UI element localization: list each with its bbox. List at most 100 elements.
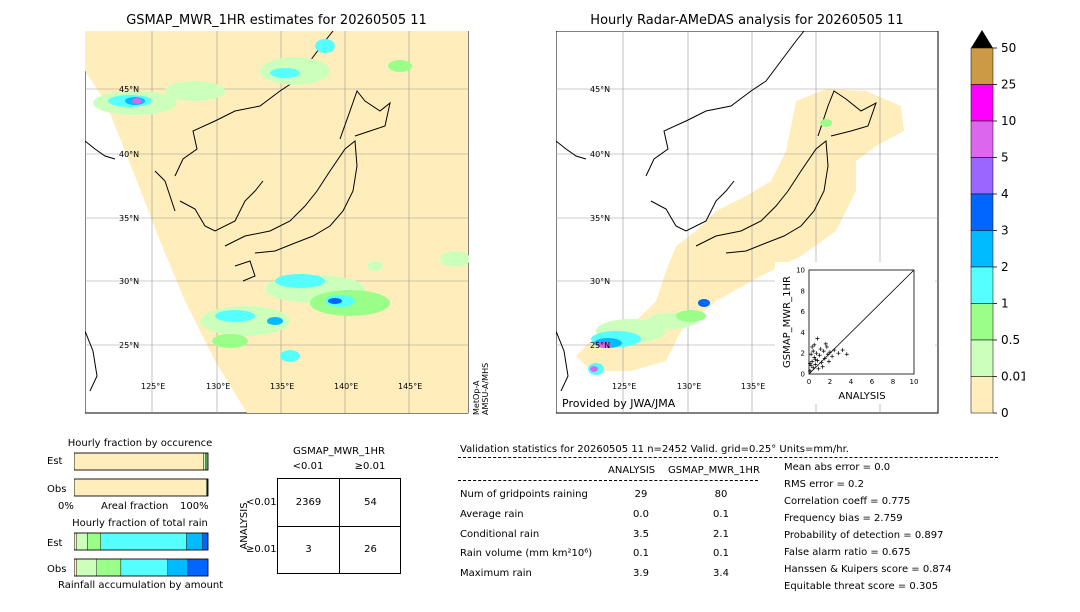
validation-row-analysis: 0.1 [633, 548, 649, 559]
scatter-point [811, 365, 816, 370]
left-precip [93, 39, 469, 362]
scatter-point [825, 352, 830, 357]
stacked-bar-segment [76, 558, 97, 577]
colorbar-label: 0.5 [1001, 333, 1020, 347]
total-rain-bars [74, 532, 209, 577]
stacked-bar-segment [96, 558, 122, 577]
validation-row-analysis: 29 [634, 489, 648, 500]
contingency-cell: 2369 [295, 497, 322, 508]
validation-row-label: Conditional rain [460, 529, 540, 540]
colorbar-label: 25 [1001, 78, 1016, 92]
scatter-point [822, 356, 827, 361]
scatter-point [817, 353, 822, 358]
radar-credit: Provided by JWA/JMA [562, 397, 676, 410]
stacked-bar-segment [167, 558, 189, 577]
scatter-y-tick: 6 [801, 308, 806, 316]
colorbar-label: 10 [1001, 114, 1016, 128]
occurrence-est-label: Est [47, 456, 63, 467]
score-line: Probability of detection = 0.897 [784, 530, 944, 541]
score-line: Hanssen & Kuipers score = 0.874 [784, 564, 952, 575]
left-lat-label: 35°N [119, 214, 139, 223]
validation-col-analysis: ANALYSIS [608, 465, 656, 476]
stacked-bar-segment [187, 558, 209, 577]
right-lat-label: 35°N [590, 214, 610, 223]
total-rain-est-label: Est [47, 538, 63, 549]
contingency-row-axis: ANALYSIS [239, 502, 250, 549]
colorbar-segment [970, 84, 994, 122]
contingency-cell: 3 [305, 544, 312, 555]
scatter-ylabel: GSMAP_MWR_1HR [782, 276, 793, 368]
left-map-side-label: MetOp-A AMSU-A/MHS [472, 363, 490, 415]
colorbar-segment [970, 339, 994, 377]
radar-coverage [576, 89, 904, 371]
scatter-point [813, 357, 818, 362]
stacked-bar-segment [202, 532, 209, 551]
scatter-x-tick: 4 [849, 378, 854, 386]
scatter-point [815, 358, 820, 363]
colorbar-label: 5 [1001, 151, 1009, 165]
total-rain-title: Hourly fraction of total rain [72, 518, 208, 529]
colorbar-label: 2 [1001, 260, 1009, 274]
stacked-bar-segment [203, 452, 206, 471]
scatter-x-tick: 6 [870, 378, 875, 386]
scatter-point [808, 368, 813, 373]
left-lat-label: 45°N [119, 85, 139, 94]
validation-divider [458, 457, 998, 458]
scatter-point [810, 344, 815, 349]
right-map-title: Hourly Radar-AMeDAS analysis for 2026050… [590, 13, 904, 28]
scatter-point [814, 351, 819, 356]
right-map: 45°N 40°N 35°N 30°N 25°N 125°E 130°E 135… [556, 31, 939, 414]
validation-row-label: Num of gridpoints raining [460, 489, 588, 500]
scatter-y-tick: 4 [801, 329, 806, 337]
svg-text:MetOp-A: MetOp-A [472, 380, 481, 415]
stacked-bar-segment [74, 532, 77, 551]
colorbar: 50 25 10 5 4 3 2 1 0.5 0.01 0 [970, 30, 1025, 420]
scatter-point [840, 348, 845, 353]
scatter-point [810, 359, 815, 364]
contingency-row1: <0.01 [246, 497, 277, 508]
colorbar-segment [970, 193, 994, 231]
colorbar-label: 50 [1001, 41, 1016, 55]
stacked-bar-segment [205, 452, 208, 471]
contingency-table: 2369 54 3 26 [277, 478, 401, 574]
scatter-y-tick: 0 [801, 371, 805, 379]
validation-sub-divider [458, 480, 758, 481]
left-lon-label: 145°E [398, 382, 422, 391]
scatter-point [832, 348, 837, 353]
scatter-point [809, 352, 814, 357]
left-map-title: GSMAP_MWR_1HR estimates for 20260505 11 [126, 13, 427, 28]
scatter-point [818, 347, 823, 352]
colorbar-segment [970, 157, 994, 195]
stacked-bar-segment [120, 558, 169, 577]
score-line: False alarm ratio = 0.675 [784, 547, 911, 558]
stacked-bar-segment [186, 532, 203, 551]
validation-row-label: Rain volume (mm km²10⁶) [460, 548, 593, 559]
left-lon-label: 140°E [334, 382, 358, 391]
contingency-cell: 26 [364, 544, 377, 555]
scatter-x-tick: 2 [828, 378, 832, 386]
validation-row-analysis: 3.5 [633, 529, 649, 540]
colorbar-segment [970, 120, 994, 158]
contingency-title: GSMAP_MWR_1HR [293, 446, 385, 457]
colorbar-segment [970, 47, 994, 85]
occurrence-axis-right: 100% [180, 501, 209, 512]
svg-text:ANALYSIS: ANALYSIS [239, 502, 250, 549]
scatter-point [826, 359, 831, 364]
scatter-x-tick: 10 [910, 378, 919, 386]
scatter-point [828, 350, 832, 355]
total-rain-obs-label: Obs [47, 564, 67, 575]
occurrence-obs-label: Obs [47, 484, 67, 495]
colorbar-label: 4 [1001, 187, 1009, 201]
contingency-col2: ≥0.01 [354, 461, 386, 472]
validation-row-analysis: 0.0 [633, 509, 649, 520]
total-rain-axis-label: Rainfall accumulation by amount [58, 580, 224, 591]
occurrence-axis-left: 0% [58, 501, 74, 512]
scatter-point [836, 351, 841, 356]
right-lat-label: 25°N [590, 341, 610, 350]
stacked-bar-segment [74, 558, 77, 577]
scatter-point [830, 354, 835, 359]
scatter-point [821, 349, 826, 354]
occurrence-axis-mid: Areal fraction [101, 501, 169, 512]
scatter-point [809, 363, 814, 368]
scatter-point [812, 342, 817, 347]
